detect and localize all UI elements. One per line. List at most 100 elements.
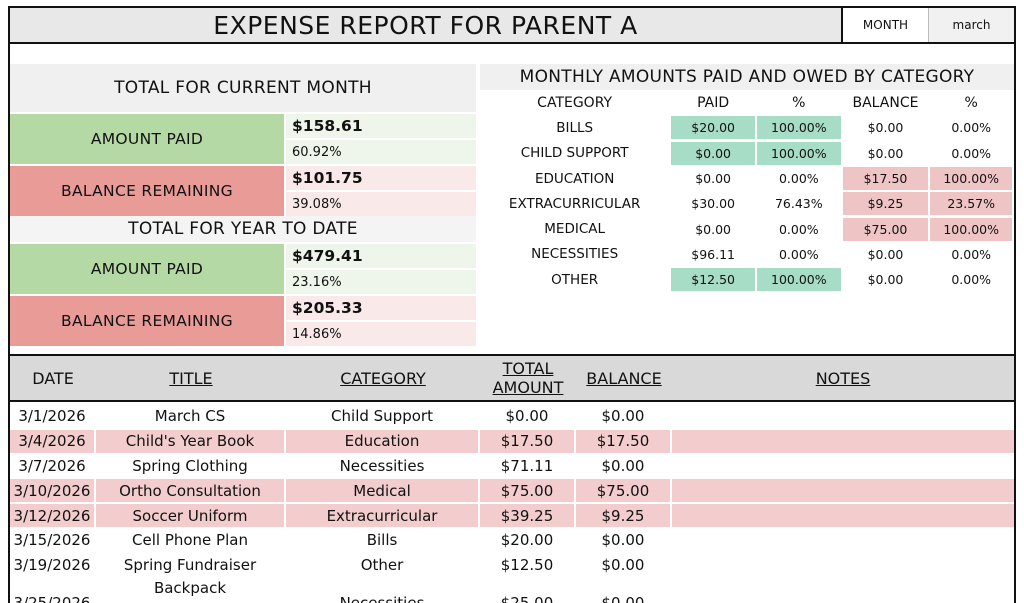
report-title: EXPENSE REPORT FOR PARENT A [10,8,843,42]
expense-notes-cell[interactable] [672,578,1014,603]
ytd-paid-row: AMOUNT PAID $479.41 23.16% [10,244,476,294]
expense-total-cell[interactable]: $25.00 [500,593,554,603]
expense-category-cell[interactable]: Other [360,556,404,575]
col-header-paid-percent: % [792,94,806,111]
expense-notes-cell[interactable] [672,405,1014,428]
ytd-balance-row: BALANCE REMAINING $205.33 14.86% [10,296,476,346]
ytd-balance-label: BALANCE REMAINING [10,296,284,346]
expense-category-cell[interactable]: Medical [286,479,478,503]
expense-date-cell[interactable]: 3/4/2026 [10,429,94,453]
category-table-header: CATEGORY PAID % BALANCE % [480,90,1014,115]
col-header-total-amount[interactable]: TOTAL AMOUNT [480,356,576,400]
expense-title-cell[interactable]: Ortho Consultation [96,479,284,503]
expense-date-cell[interactable]: 3/7/2026 [18,456,86,475]
expense-balance-cell[interactable]: $17.50 [576,429,670,453]
col-header-date[interactable]: DATE [32,368,74,388]
category-paid: $0.00 [695,221,732,237]
current-paid-amount: $158.61 [286,114,476,138]
category-paid-percent: 100.00% [756,116,841,140]
table-row: 3/25/2026 Backpack Necessities $25.00 $0… [10,578,1014,603]
year-to-date-heading: TOTAL FOR YEAR TO DATE [10,216,476,242]
col-header-notes[interactable]: NOTES [815,368,871,388]
expense-notes-cell[interactable] [672,504,1014,528]
expense-total-cell[interactable]: $0.00 [505,407,549,426]
ytd-paid-percent: 23.16% [286,270,476,294]
expense-date-cell[interactable]: 3/12/2026 [10,504,94,528]
expense-date-cell[interactable]: 3/19/2026 [13,556,91,575]
expense-notes-cell[interactable] [672,429,1014,453]
expense-balance-cell[interactable]: $0.00 [601,531,645,550]
expense-balance-cell[interactable]: $0.00 [601,407,645,426]
expense-date-cell[interactable]: 3/10/2026 [10,479,94,503]
category-balance: $0.00 [867,145,904,161]
col-header-balance-percent: % [964,94,978,111]
expense-title-cell[interactable]: Spring Fundraiser [123,556,257,575]
expense-category-cell[interactable]: Education [286,429,478,453]
expense-total-cell[interactable]: $17.50 [480,429,574,453]
table-row: 3/10/2026 Ortho Consultation Medical $75… [10,478,1014,503]
category-paid-percent: 100.00% [756,141,841,165]
expense-notes-cell[interactable] [672,554,1014,577]
expense-category-cell[interactable]: Extracurricular [286,504,478,528]
category-balance: $9.25 [842,192,929,216]
expense-title-cell[interactable]: March CS [154,407,226,426]
expense-notes-cell[interactable] [672,454,1014,477]
expense-category-cell[interactable]: Necessities [339,593,425,603]
expense-balance-cell[interactable]: $75.00 [576,479,670,503]
expense-category-cell[interactable]: Child Support [331,407,433,426]
expense-title-cell[interactable]: Child's Year Book [96,429,284,453]
expense-notes-cell[interactable] [672,529,1014,552]
table-row: 3/1/2026 March CS Child Support $0.00 $0… [10,404,1014,429]
expense-balance-cell[interactable]: $9.25 [576,504,670,528]
expense-category-cell[interactable]: Necessities [339,456,425,475]
category-balance-percent: 0.00% [951,120,992,136]
table-row: 3/15/2026 Cell Phone Plan Bills $20.00 $… [10,528,1014,553]
expense-total-cell[interactable]: $75.00 [480,479,574,503]
expense-balance-cell[interactable]: $0.00 [601,556,645,575]
category-name: BILLS [556,119,594,136]
category-row: BILLS $20.00 100.00% $0.00 0.00% [480,115,1014,140]
category-balance: $0.00 [867,246,904,262]
category-balance-percent: 0.00% [951,246,992,262]
expense-date-cell[interactable]: 3/15/2026 [13,531,91,550]
category-row: EXTRACURRICULAR $30.00 76.43% $9.25 23.5… [480,191,1014,216]
category-balance-percent: 100.00% [930,217,1013,241]
expense-notes-cell[interactable] [672,479,1014,503]
col-header-category[interactable]: CATEGORY [340,368,426,388]
expense-balance-cell[interactable]: $0.00 [601,593,645,603]
category-row: OTHER $12.50 100.00% $0.00 0.00% [480,267,1014,292]
ytd-paid-label: AMOUNT PAID [10,244,284,294]
category-row: NECESSITIES $96.11 0.00% $0.00 0.00% [480,242,1014,267]
col-header-title[interactable]: TITLE [169,368,213,388]
category-name: MEDICAL [544,221,606,238]
category-row: EDUCATION $0.00 0.00% $17.50 100.00% [480,166,1014,191]
expense-title-cell[interactable]: Soccer Uniform [96,504,284,528]
category-name: NECESSITIES [531,246,619,263]
expense-date-cell[interactable]: 3/25/2026 [13,593,91,603]
expense-report-sheet: EXPENSE REPORT FOR PARENT A MONTH march … [8,6,1016,603]
category-paid: $0.00 [695,171,732,187]
expense-total-cell[interactable]: $39.25 [480,504,574,528]
month-select-cell[interactable]: march [929,8,1014,42]
expense-total-cell[interactable]: $71.11 [500,456,554,475]
ytd-balance-amount: $205.33 [286,296,476,320]
category-paid-percent: 0.00% [778,221,819,237]
expense-category-cell[interactable]: Bills [366,531,398,550]
category-summary-table: MONTHLY AMOUNTS PAID AND OWED BY CATEGOR… [480,64,1014,292]
category-paid: $30.00 [691,196,735,212]
col-header-balance: BALANCE [852,94,919,111]
expense-total-cell[interactable]: $20.00 [500,531,554,550]
expense-title-cell[interactable]: Backpack [153,578,227,597]
col-header-total-line1: TOTAL [502,359,554,378]
expense-total-cell[interactable]: $12.50 [500,556,554,575]
col-header-balance[interactable]: BALANCE [586,368,662,388]
expense-date-cell[interactable]: 3/1/2026 [18,407,86,426]
month-label: MONTH [843,8,929,42]
expense-title-cell[interactable]: Spring Clothing [132,456,248,475]
expense-balance-cell[interactable]: $0.00 [601,456,645,475]
current-balance-percent: 39.08% [286,192,476,216]
expense-title-cell[interactable]: Cell Phone Plan [132,531,248,550]
ytd-balance-percent: 14.86% [286,322,476,346]
category-balance: $17.50 [842,167,929,191]
category-paid: $0.00 [671,141,755,165]
